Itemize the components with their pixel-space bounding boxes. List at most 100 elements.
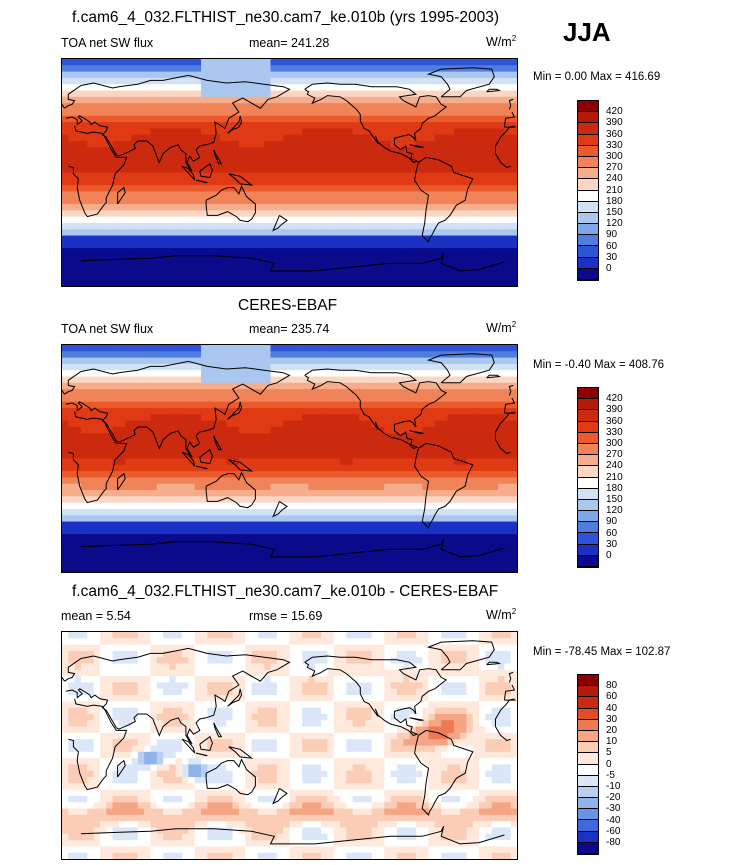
panel-obs-variable: TOA net SW flux bbox=[61, 322, 154, 336]
coastline bbox=[304, 368, 448, 449]
coastline bbox=[62, 677, 65, 682]
colorbar-swatch bbox=[578, 798, 598, 810]
colorbar-tick-label: -5 bbox=[606, 769, 615, 781]
coastline bbox=[64, 647, 291, 745]
colorbar-swatch bbox=[578, 544, 598, 556]
coastline bbox=[409, 144, 424, 148]
colorbar-swatch bbox=[578, 555, 598, 567]
panel-obs-colorbar: 420 390 360 330 300 270 240 210 180 150 120 90 60 30 0 bbox=[577, 387, 623, 568]
coastline bbox=[414, 442, 474, 529]
coastline bbox=[199, 735, 213, 752]
coastline bbox=[228, 459, 254, 472]
coastline bbox=[495, 412, 516, 440]
colorbar-tick-label: 240 bbox=[606, 173, 623, 185]
panel-obs-title: CERES-EBAF bbox=[238, 297, 338, 314]
colorbar-tick-label: 20 bbox=[606, 725, 618, 736]
colorbar-tick-label: 390 bbox=[606, 404, 623, 416]
colorbar-tick-label: -80 bbox=[606, 837, 621, 848]
panel-obs-mean: mean= 235.74 bbox=[249, 322, 330, 336]
colorbar-tick-label: 120 bbox=[606, 505, 623, 517]
coastline bbox=[195, 179, 208, 184]
colorbar-swatch bbox=[578, 268, 598, 280]
colorbar-swatch bbox=[578, 134, 598, 146]
coastline bbox=[181, 165, 196, 181]
panel-model-colorbar: 420 390 360 330 300 270 240 210 180 150 120 90 60 30 0 bbox=[577, 100, 623, 281]
colorbar-swatch bbox=[578, 101, 598, 113]
panel-model-minmax: Min = 0.00 Max = 416.69 bbox=[533, 71, 661, 83]
colorbar-tick-label: 420 bbox=[606, 393, 623, 405]
colorbar-swatch bbox=[578, 764, 598, 776]
panel-obs-map bbox=[61, 344, 518, 573]
coastline bbox=[213, 722, 223, 738]
coastline bbox=[228, 746, 254, 759]
coastline bbox=[80, 541, 290, 558]
colorbar-swatch bbox=[578, 156, 598, 169]
colorbar-tick-label: 60 bbox=[606, 240, 618, 252]
coastline bbox=[486, 374, 502, 379]
panel-diff-title: f.cam6_4_032.FLTHIST_ne30.cam7_ke.010b -… bbox=[72, 583, 499, 600]
coastline bbox=[414, 729, 474, 816]
panel-model-mean: mean= 241.28 bbox=[249, 36, 330, 50]
colorbar-swatch bbox=[578, 708, 598, 720]
colorbar-tick-label: 270 bbox=[606, 162, 623, 174]
colorbar-tick-label: -30 bbox=[606, 803, 621, 815]
coastline bbox=[227, 688, 243, 707]
coastline bbox=[227, 401, 243, 420]
coastline bbox=[205, 185, 256, 223]
coastline bbox=[272, 500, 288, 518]
panel-obs-minmax: Min = -0.40 Max = 408.76 bbox=[533, 359, 665, 371]
colorbar-tick-label: 30 bbox=[606, 251, 618, 263]
colorbar-swatch bbox=[578, 466, 598, 478]
colorbar-swatch bbox=[578, 399, 598, 411]
colorbar-swatch bbox=[578, 432, 598, 444]
coastline bbox=[289, 538, 505, 558]
coastline bbox=[486, 88, 502, 93]
colorbar-tick-label: -40 bbox=[606, 814, 621, 826]
coastline bbox=[486, 661, 502, 666]
panel-model-map bbox=[61, 58, 518, 287]
colorbar-swatch bbox=[578, 675, 598, 687]
coastline bbox=[426, 353, 495, 384]
coastline bbox=[508, 384, 514, 396]
coastline bbox=[414, 156, 474, 243]
panel-obs-units: W/m2 bbox=[486, 320, 517, 336]
coastline bbox=[272, 214, 288, 232]
coastline bbox=[195, 752, 208, 757]
colorbar-tick-label: 90 bbox=[606, 229, 618, 241]
season-label: JJA bbox=[563, 17, 611, 47]
colorbar-tick-label: 180 bbox=[606, 195, 623, 207]
colorbar-swatch bbox=[578, 224, 598, 236]
colorbar-tick-label: 10 bbox=[606, 736, 618, 748]
colorbar-swatch bbox=[578, 246, 598, 258]
colorbar-swatch bbox=[578, 201, 598, 213]
colorbar-swatch bbox=[578, 809, 598, 821]
colorbar-tick-label: 150 bbox=[606, 207, 623, 218]
colorbar-swatch bbox=[578, 123, 598, 135]
coastline bbox=[62, 104, 65, 109]
colorbar-tick-label: 90 bbox=[606, 516, 618, 528]
coastline bbox=[117, 186, 126, 205]
colorbar-tick-label: 30 bbox=[606, 538, 618, 550]
panel-model-title: f.cam6_4_032.FLTHIST_ne30.cam7_ke.010b (… bbox=[72, 9, 500, 26]
colorbar-tick-label: -60 bbox=[606, 825, 621, 837]
coastline bbox=[409, 430, 424, 434]
colorbar-tick-label: 30 bbox=[606, 713, 618, 725]
coastline bbox=[227, 115, 243, 134]
coastline bbox=[495, 699, 516, 727]
model-map-field bbox=[62, 59, 517, 286]
colorbar-tick-label: -10 bbox=[606, 781, 621, 792]
coastline bbox=[503, 684, 516, 701]
colorbar-swatch bbox=[578, 145, 598, 157]
coastline bbox=[289, 252, 505, 272]
colorbar-tick-label: 210 bbox=[606, 471, 623, 483]
colorbar-swatch bbox=[578, 775, 598, 787]
colorbar-swatch bbox=[578, 533, 598, 545]
obs-map-field bbox=[62, 345, 517, 572]
colorbar-tick-label: 390 bbox=[606, 117, 623, 129]
coastline bbox=[495, 439, 511, 455]
coastline bbox=[199, 162, 213, 179]
colorbar-tick-label: 0 bbox=[606, 758, 612, 770]
coastline bbox=[228, 173, 254, 186]
coastline bbox=[495, 726, 511, 742]
colorbar-tick-label: 0 bbox=[606, 550, 612, 561]
